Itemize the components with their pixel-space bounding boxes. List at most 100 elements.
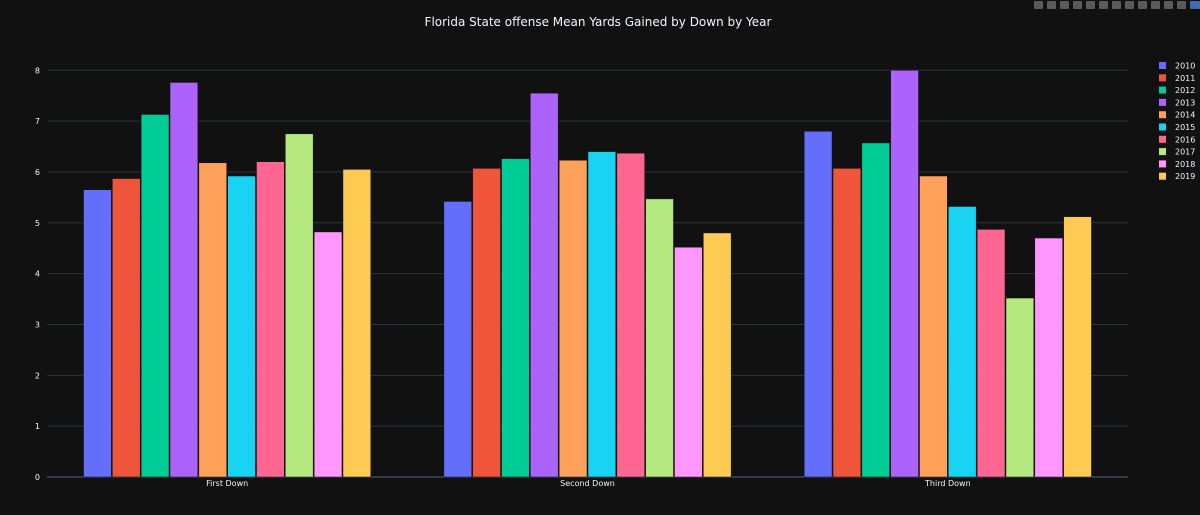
series-2012 bbox=[140, 114, 890, 478]
legend-label: 2015 bbox=[1175, 123, 1195, 132]
series-2015 bbox=[227, 151, 977, 478]
hover-closest-icon[interactable] bbox=[1164, 1, 1173, 9]
x-tick-label: Second Down bbox=[560, 479, 615, 488]
legend: 2010 2011 2012 2013 2014 2015 2016 2017 2018 2019 bbox=[1159, 62, 1195, 181]
bar-2011-second-down[interactable] bbox=[472, 168, 501, 478]
series-2017 bbox=[285, 133, 1035, 478]
camera-icon[interactable] bbox=[1034, 1, 1043, 9]
hover-compare-icon[interactable] bbox=[1177, 1, 1186, 9]
lasso-icon[interactable] bbox=[1086, 1, 1095, 9]
chart-title: Florida State offense Mean Yards Gained … bbox=[425, 15, 772, 29]
y-tick-label: 2 bbox=[35, 371, 40, 380]
bar-2013-second-down[interactable] bbox=[530, 92, 559, 478]
legend-label: 2013 bbox=[1175, 98, 1195, 107]
bar-2017-first-down[interactable] bbox=[285, 133, 314, 478]
legend-label: 2012 bbox=[1175, 86, 1195, 95]
bar-2016-second-down[interactable] bbox=[616, 152, 645, 478]
bar-2016-third-down[interactable] bbox=[976, 229, 1006, 478]
legend-item[interactable]: 2016 bbox=[1159, 135, 1195, 144]
series-2016 bbox=[256, 152, 1006, 478]
bar-2013-third-down[interactable] bbox=[890, 70, 919, 478]
bar-2014-first-down[interactable] bbox=[198, 162, 227, 478]
x-axis-ticks: First Down Second Down Third Down bbox=[206, 479, 971, 488]
bar-2015-third-down[interactable] bbox=[948, 206, 977, 478]
legend-swatch bbox=[1159, 98, 1166, 106]
bar-2015-second-down[interactable] bbox=[587, 151, 617, 478]
plotly-logo-icon[interactable] bbox=[1190, 1, 1200, 9]
legend-label: 2018 bbox=[1175, 160, 1195, 169]
legend-swatch bbox=[1159, 160, 1166, 168]
series-2019 bbox=[342, 169, 1092, 478]
bar-2019-third-down[interactable] bbox=[1063, 216, 1092, 478]
bar-2010-third-down[interactable] bbox=[803, 131, 833, 478]
bar-2018-third-down[interactable] bbox=[1034, 237, 1063, 478]
bar-2019-second-down[interactable] bbox=[703, 232, 732, 478]
bar-2011-first-down[interactable] bbox=[112, 178, 141, 478]
series-2013 bbox=[169, 70, 919, 478]
x-tick-label: Third Down bbox=[924, 479, 971, 488]
bar-2014-third-down[interactable] bbox=[919, 175, 948, 478]
legend-swatch bbox=[1159, 74, 1166, 82]
legend-swatch bbox=[1159, 86, 1166, 94]
legend-label: 2019 bbox=[1175, 172, 1195, 181]
y-tick-label: 0 bbox=[35, 473, 40, 482]
series-2018 bbox=[313, 231, 1063, 478]
legend-item[interactable]: 2012 bbox=[1159, 86, 1195, 95]
x-tick-label: First Down bbox=[206, 479, 248, 488]
y-tick-label: 6 bbox=[35, 168, 40, 177]
y-tick-label: 3 bbox=[35, 320, 40, 329]
series-2010 bbox=[83, 131, 833, 478]
bar-2014-second-down[interactable] bbox=[558, 159, 588, 478]
legend-label: 2017 bbox=[1175, 148, 1195, 157]
y-tick-label: 8 bbox=[35, 66, 40, 75]
y-tick-label: 5 bbox=[35, 219, 40, 228]
legend-item[interactable]: 2019 bbox=[1159, 172, 1195, 181]
legend-item[interactable]: 2017 bbox=[1159, 148, 1195, 157]
bar-2013-first-down[interactable] bbox=[169, 82, 199, 478]
bar-2018-first-down[interactable] bbox=[313, 231, 343, 478]
pan-icon[interactable] bbox=[1060, 1, 1069, 9]
autoscale-icon[interactable] bbox=[1125, 1, 1134, 9]
zoom-out-icon[interactable] bbox=[1112, 1, 1121, 9]
legend-swatch bbox=[1159, 111, 1166, 119]
y-tick-label: 7 bbox=[35, 117, 40, 126]
bar-2017-third-down[interactable] bbox=[1005, 297, 1035, 478]
zoom-icon[interactable] bbox=[1047, 1, 1056, 9]
bar-2018-second-down[interactable] bbox=[674, 246, 703, 478]
series-2014 bbox=[198, 159, 948, 478]
bar-2017-second-down[interactable] bbox=[645, 198, 674, 478]
y-axis-ticks: 0 1 2 3 4 5 6 7 8 bbox=[35, 66, 40, 482]
legend-swatch bbox=[1159, 135, 1166, 143]
reset-axes-icon[interactable] bbox=[1138, 1, 1147, 9]
bar-2019-first-down[interactable] bbox=[342, 169, 372, 478]
bar-2012-second-down[interactable] bbox=[501, 158, 530, 478]
bar-2010-second-down[interactable] bbox=[443, 201, 472, 478]
bar-2012-third-down[interactable] bbox=[861, 142, 890, 478]
legend-item[interactable]: 2013 bbox=[1159, 98, 1195, 107]
legend-item[interactable]: 2018 bbox=[1159, 160, 1195, 169]
modebar-toolbar bbox=[1034, 0, 1200, 10]
zoom-in-icon[interactable] bbox=[1099, 1, 1108, 9]
legend-item[interactable]: 2014 bbox=[1159, 111, 1195, 120]
series-2011 bbox=[112, 168, 862, 478]
legend-swatch bbox=[1159, 62, 1166, 69]
legend-label: 2014 bbox=[1175, 111, 1195, 120]
legend-swatch bbox=[1159, 148, 1166, 156]
bar-2011-third-down[interactable] bbox=[832, 168, 862, 478]
legend-item[interactable]: 2010 bbox=[1159, 62, 1195, 71]
bar-2010-first-down[interactable] bbox=[83, 189, 112, 478]
legend-item[interactable]: 2015 bbox=[1159, 123, 1195, 132]
bar-2012-first-down[interactable] bbox=[140, 114, 170, 478]
legend-item[interactable]: 2011 bbox=[1159, 74, 1195, 83]
legend-swatch bbox=[1159, 172, 1166, 180]
legend-label: 2010 bbox=[1175, 62, 1195, 71]
bar-2015-first-down[interactable] bbox=[227, 175, 256, 478]
box-select-icon[interactable] bbox=[1073, 1, 1082, 9]
y-tick-label: 4 bbox=[35, 270, 40, 279]
bar-2016-first-down[interactable] bbox=[256, 161, 285, 478]
spike-icon[interactable] bbox=[1151, 1, 1160, 9]
bars bbox=[83, 70, 1092, 478]
y-tick-label: 1 bbox=[35, 422, 40, 431]
legend-label: 2016 bbox=[1175, 135, 1195, 144]
